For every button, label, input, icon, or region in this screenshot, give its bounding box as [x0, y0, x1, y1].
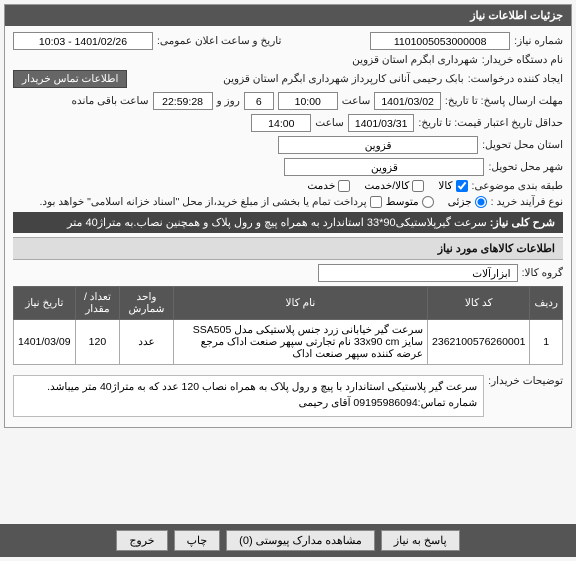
process-medium-radio[interactable] — [422, 196, 434, 208]
cat-service-label: کالا/خدمت — [364, 180, 409, 192]
process-label: نوع فرآیند خرید : — [491, 196, 563, 208]
category-label: طبقه بندی موضوعی: — [472, 180, 563, 192]
th-idx: ردیف — [530, 287, 563, 320]
goods-section-title: اطلاعات کالاهای مورد نیاز — [13, 237, 563, 260]
attachments-button[interactable]: مشاهده مدارک پیوستی (0) — [226, 530, 375, 551]
cat-service[interactable]: کالا/خدمت — [364, 180, 424, 192]
credit-time-label: ساعت — [315, 117, 344, 129]
credit-date: 1401/03/31 — [348, 114, 415, 132]
process-medium-label: متوسط — [386, 196, 419, 208]
cat-khadamat[interactable]: خدمت — [307, 180, 350, 192]
process-partial-label: جزئی — [448, 196, 472, 208]
cell-idx: 1 — [530, 320, 563, 365]
process-medium[interactable]: متوسط — [386, 196, 434, 208]
close-button[interactable]: خروج — [116, 530, 167, 551]
process-group: جزئی متوسط — [386, 196, 487, 208]
process-note-label: پرداخت تمام یا بخشی از مبلغ خرید،از محل … — [40, 196, 367, 208]
reply-button[interactable]: پاسخ به نیاز — [381, 530, 460, 551]
desc-bar: شرح کلی نیاز: سرعت گیرپلاستیکی90*33 استا… — [13, 212, 563, 233]
cell-unit: عدد — [120, 320, 174, 365]
cat-khadamat-label: خدمت — [307, 180, 335, 192]
announce-label: تاریخ و ساعت اعلان عمومی: — [157, 35, 281, 47]
desc-label: شرح کلی نیاز: — [490, 217, 555, 229]
deadline-date: 1401/03/02 — [374, 92, 441, 110]
cat-goods-label: کالا — [438, 180, 452, 192]
days-value: 6 — [244, 92, 274, 110]
creator-label: ایجاد کننده درخواست: — [468, 73, 563, 85]
cell-date: 1401/03/09 — [14, 320, 76, 365]
cell-code: 2362100576260001 — [428, 320, 530, 365]
deliv-city-value: قزوین — [284, 158, 484, 176]
process-note-checkbox[interactable] — [370, 196, 382, 208]
details-panel: جزئیات اطلاعات نیاز شماره نیاز: 11010050… — [4, 4, 572, 428]
announce-value: 1401/02/26 - 10:03 — [13, 32, 153, 50]
process-partial[interactable]: جزئی — [448, 196, 487, 208]
cell-name: سرعت گیر خیابانی زرد جنس پلاستیکی مدل SS… — [173, 320, 427, 365]
creator-value: بابک رحیمی آنانی کارپرداز شهرداری ابگرم … — [223, 73, 464, 85]
th-qty: تعداد / مقدار — [75, 287, 120, 320]
process-note-cb[interactable]: پرداخت تمام یا بخشی از مبلغ خرید،از محل … — [40, 196, 382, 208]
deadline-label: مهلت ارسال پاسخ: تا تاریخ: — [445, 95, 563, 107]
panel-body: شماره نیاز: 1101005053000008 تاریخ و ساع… — [5, 26, 571, 427]
cat-service-checkbox[interactable] — [412, 180, 424, 192]
category-group: کالا کالا/خدمت خدمت — [307, 180, 467, 192]
footer-bar: پاسخ به نیاز مشاهده مدارک پیوستی (0) چاپ… — [0, 524, 576, 557]
group-label: گروه کالا: — [522, 267, 563, 279]
desc-text: سرعت گیرپلاستیکی90*33 استاندارد به همراه… — [67, 217, 487, 229]
panel-title: جزئیات اطلاعات نیاز — [5, 5, 571, 26]
remain-time: 22:59:28 — [153, 92, 213, 110]
th-code: کد کالا — [428, 287, 530, 320]
cell-qty: 120 — [75, 320, 120, 365]
process-partial-radio[interactable] — [475, 196, 487, 208]
buyer-note-label: توضیحات خریدار: — [488, 371, 563, 387]
remain-label: ساعت باقی مانده — [72, 95, 149, 107]
group-value: ابزارآلات — [318, 264, 518, 282]
deadline-time-label: ساعت — [342, 95, 371, 107]
cat-goods-checkbox[interactable] — [456, 180, 468, 192]
req-city-label: استان محل تحویل: — [482, 139, 563, 151]
credit-label: حداقل تاریخ اعتبار قیمت: تا تاریخ: — [418, 117, 563, 129]
need-no-value: 1101005053000008 — [370, 32, 510, 50]
th-name: نام کالا — [173, 287, 427, 320]
buyer-org-label: نام دستگاه خریدار: — [482, 54, 563, 66]
cat-goods[interactable]: کالا — [438, 180, 467, 192]
goods-table: ردیف کد کالا نام کالا واحد شمارش تعداد /… — [13, 286, 563, 365]
days-label: روز و — [217, 95, 240, 107]
deliv-city-label: شهر محل تحویل: — [488, 161, 563, 173]
buyer-org-value: شهرداری ابگرم استان قزوین — [352, 54, 478, 66]
print-button[interactable]: چاپ — [174, 530, 221, 551]
table-row[interactable]: 1 2362100576260001 سرعت گیر خیابانی زرد … — [14, 320, 563, 365]
table-header-row: ردیف کد کالا نام کالا واحد شمارش تعداد /… — [14, 287, 563, 320]
req-city-value: قزوین — [278, 136, 478, 154]
need-no-label: شماره نیاز: — [514, 35, 563, 47]
deadline-time: 10:00 — [278, 92, 338, 110]
contact-badge[interactable]: اطلاعات تماس خریدار — [13, 70, 127, 88]
credit-time: 14:00 — [251, 114, 311, 132]
th-unit: واحد شمارش — [120, 287, 174, 320]
buyer-note-text: سرعت گیر پلاستیکی استاندارد با پیچ و رول… — [13, 375, 484, 417]
th-date: تاریخ نیاز — [14, 287, 76, 320]
cat-khadamat-checkbox[interactable] — [338, 180, 350, 192]
